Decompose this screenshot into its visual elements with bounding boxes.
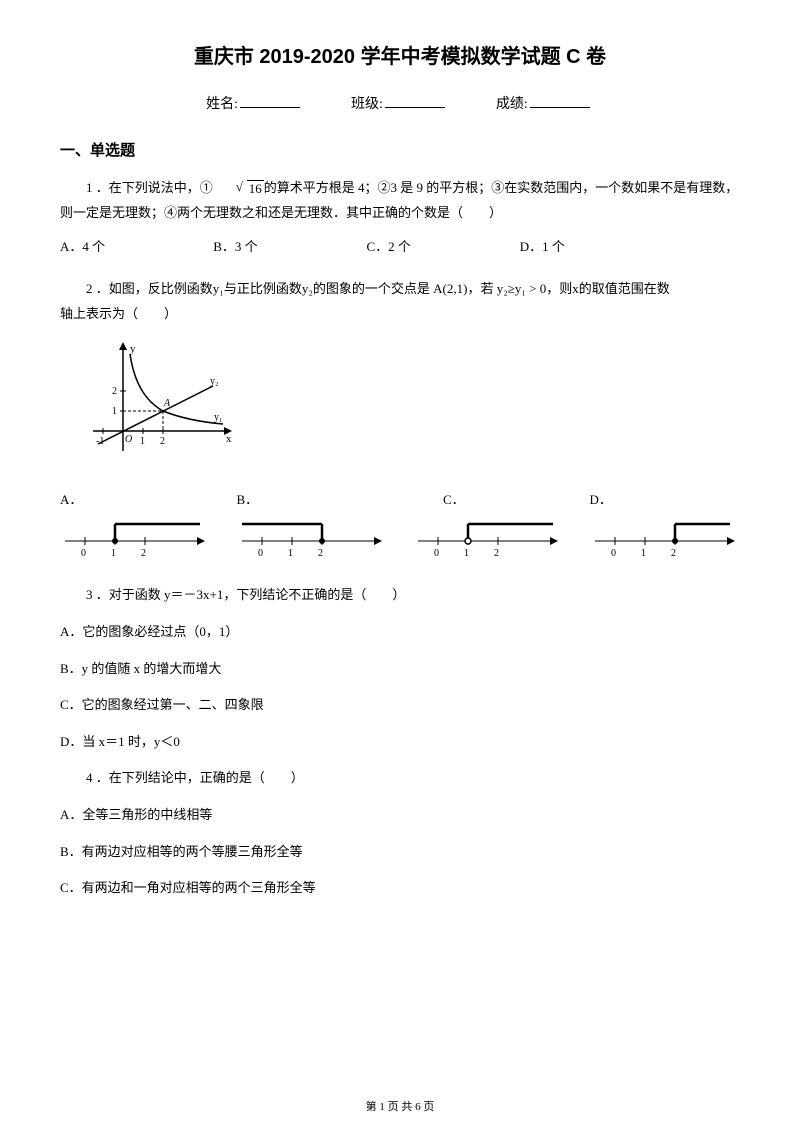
q1-options: A．4 个 B．3 个 C．2 个 D．1 个: [60, 236, 740, 255]
q1-text-c: 则一定是无理数；④两个无理数之和还是无理数．其中正确的个数是（ ）: [60, 205, 502, 220]
svg-text:0: 0: [81, 548, 86, 556]
q2-y1: y₁: [213, 281, 224, 296]
svg-text:2: 2: [160, 436, 165, 447]
question-1: 1 ．在下列说法中，① 16的算术平方根是 4；②3 是 9 的平方根；③在实数范…: [60, 176, 740, 226]
q2-text-d: ，若: [467, 281, 493, 296]
opt-c-label: C．: [413, 489, 564, 508]
q4-opt-c[interactable]: C．有两边和一角对应相等的两个三角形全等: [60, 874, 740, 903]
svg-text:y: y: [130, 343, 136, 355]
q2-opt-c[interactable]: C． 0 1 2: [413, 489, 564, 561]
name-blank[interactable]: [240, 107, 300, 108]
svg-text:y₂: y₂: [210, 376, 219, 387]
q2-text-e: ，则: [546, 281, 572, 296]
q2-cond: y₂≥y₁ > 0: [497, 281, 547, 296]
q2-graph: y x 2 1 -1 1 2 O A y₁ y₂: [88, 336, 740, 471]
q2-point: A(2,1): [433, 281, 467, 296]
svg-text:1: 1: [288, 548, 293, 556]
svg-text:1: 1: [111, 548, 116, 556]
score-blank[interactable]: [530, 107, 590, 108]
q2-text-f: 的取值范围在数: [579, 281, 670, 296]
q2-text-b: 与正比例函数: [224, 281, 302, 296]
student-info-row: 姓名: 班级: 成绩:: [60, 93, 740, 113]
opt-b-label: B．: [237, 489, 388, 508]
svg-text:2: 2: [141, 548, 146, 556]
opt-a-label: A．: [60, 489, 211, 508]
question-3: 3 ．对于函数 y＝－3x+1，下列结论不正确的是（ ）: [60, 583, 740, 608]
svg-text:2: 2: [112, 386, 117, 397]
q2-opt-d[interactable]: D． 0 1 2: [590, 489, 741, 561]
svg-text:2: 2: [671, 548, 676, 556]
question-4: 4 ．在下列结论中，正确的是（ ）: [60, 766, 740, 791]
q4-opt-a[interactable]: A．全等三角形的中线相等: [60, 801, 740, 830]
q2-text-c: 的图象的一个交点是: [313, 281, 430, 296]
q1-text-a: 1 ．在下列说法中，①: [86, 180, 213, 195]
svg-text:2: 2: [494, 548, 499, 556]
svg-text:y₁: y₁: [214, 412, 223, 423]
q1-opt-d[interactable]: D．1 个: [520, 236, 670, 255]
q1-opt-a[interactable]: A．4 个: [60, 236, 210, 255]
exam-page: 重庆市 2019-2020 学年中考模拟数学试题 C 卷 姓名: 班级: 成绩:…: [0, 0, 800, 1132]
q4-opt-b[interactable]: B．有两边对应相等的两个等腰三角形全等: [60, 838, 740, 867]
sqrt-val: 16: [247, 180, 264, 196]
score-label: 成绩:: [496, 97, 528, 112]
q2-y2: y₂: [302, 281, 313, 296]
q1-opt-c[interactable]: C．2 个: [367, 236, 517, 255]
svg-text:0: 0: [434, 548, 439, 556]
svg-text:1: 1: [140, 436, 145, 447]
svg-text:A: A: [163, 398, 171, 409]
q3-opt-b[interactable]: B．y 的值随 x 的增大而增大: [60, 655, 740, 684]
q1-opt-b[interactable]: B．3 个: [213, 236, 363, 255]
svg-text:2: 2: [318, 548, 323, 556]
q1-text-b: 的算术平方根是 4；②3 是 9 的平方根；③在实数范围内，一个数如果不是有理数…: [264, 180, 739, 195]
q2-opt-b[interactable]: B． 0 1 2: [237, 489, 388, 561]
section-heading: 一、单选题: [60, 139, 740, 160]
svg-text:0: 0: [611, 548, 616, 556]
svg-text:O: O: [125, 434, 132, 445]
svg-text:-1: -1: [96, 436, 104, 447]
svg-text:0: 0: [258, 548, 263, 556]
class-blank[interactable]: [385, 107, 445, 108]
svg-text:x: x: [226, 433, 232, 445]
opt-d-label: D．: [590, 489, 741, 508]
page-footer: 第 1 页 共 6 页: [0, 1098, 800, 1114]
sqrt-icon: 16: [213, 177, 264, 202]
name-label: 姓名:: [206, 97, 238, 112]
class-label: 班级:: [351, 97, 383, 112]
q2-text-g: 轴上表示为（ ）: [60, 306, 177, 321]
q3-opt-c[interactable]: C．它的图象经过第一、二、四象限: [60, 691, 740, 720]
q2-opt-a[interactable]: A． 0 1 2: [60, 489, 211, 561]
q2-text-a: 2 ．如图，反比例函数: [86, 281, 213, 296]
q2-option-figures: A． 0 1 2 B． 0: [60, 489, 740, 561]
question-2: 2 ．如图，反比例函数y₁与正比例函数y₂的图象的一个交点是 A(2,1)，若 …: [60, 277, 740, 326]
svg-text:1: 1: [464, 548, 469, 556]
svg-text:1: 1: [641, 548, 646, 556]
q3-opt-a[interactable]: A．它的图象必经过点（0，1）: [60, 618, 740, 647]
q3-opt-d[interactable]: D．当 x＝1 时，y＜0: [60, 728, 740, 757]
page-title: 重庆市 2019-2020 学年中考模拟数学试题 C 卷: [60, 40, 740, 69]
svg-text:1: 1: [112, 406, 117, 417]
